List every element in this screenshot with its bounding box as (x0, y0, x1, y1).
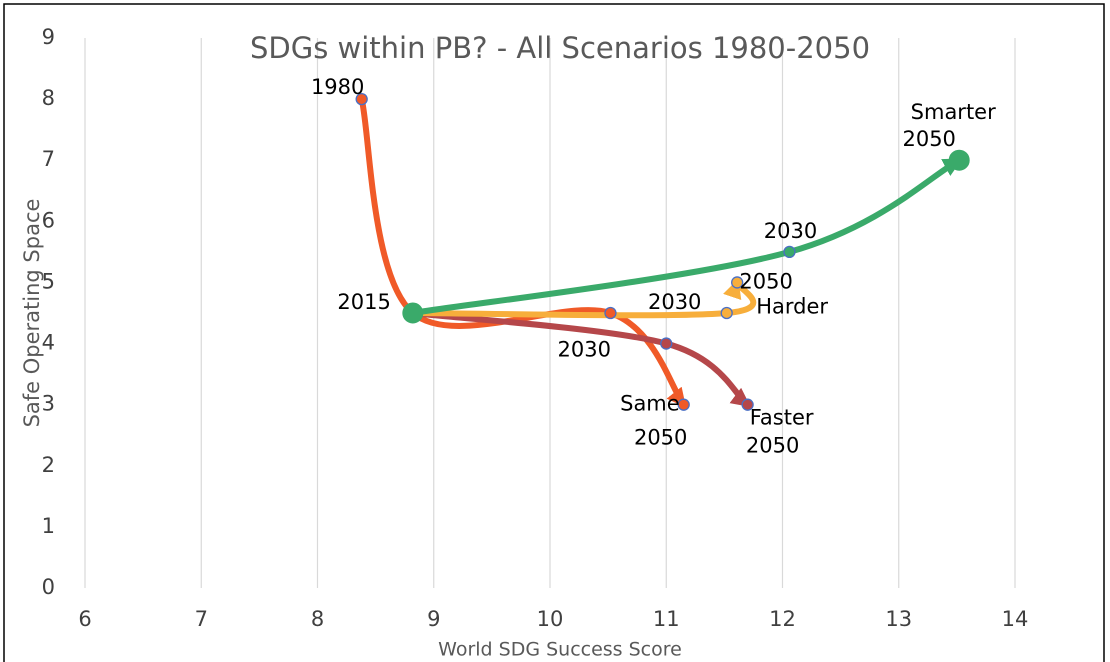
chart-frame (3, 3, 1105, 662)
x-tick-label: 10 (537, 607, 564, 631)
chart-title: SDGs within PB? - All Scenarios 1980-205… (250, 31, 870, 65)
y-tick-label: 0 (42, 575, 55, 599)
point-label: 2030 (558, 338, 611, 362)
series-line (358, 96, 687, 408)
data-point (604, 306, 617, 320)
y-tick-label: 9 (42, 25, 55, 49)
point-label: 2015 (337, 290, 390, 314)
data-point (731, 276, 744, 289)
y-tick-label: 3 (42, 392, 55, 416)
point-label: 1980 (311, 75, 364, 99)
x-tick-label: 7 (195, 607, 208, 631)
point-label: Smarter (911, 100, 996, 124)
y-tick-label: 2 (42, 453, 55, 477)
x-axis-title: World SDG Success Score (438, 639, 682, 661)
data-point (741, 398, 754, 411)
data-point (660, 337, 673, 350)
point-label: 2050 (902, 127, 955, 151)
data-point (783, 245, 796, 259)
y-tick-label: 4 (42, 331, 55, 355)
data-point (402, 302, 424, 324)
point-label: 2050 (739, 269, 792, 293)
series-line (409, 278, 757, 319)
x-tick-label: 6 (78, 607, 91, 631)
point-label: 2030 (764, 219, 817, 243)
data-point (948, 149, 970, 171)
x-tick-label: 8 (311, 607, 324, 631)
point-label: 2050 (634, 426, 687, 450)
x-tick-label: 13 (885, 607, 912, 631)
point-label: 2050 (746, 434, 799, 458)
series-line (409, 157, 963, 316)
data-point (720, 306, 733, 320)
y-tick-label: 8 (42, 86, 55, 110)
point-label: Same (620, 392, 680, 416)
x-tick-label: 11 (653, 607, 680, 631)
y-tick-label: 1 (42, 514, 55, 538)
x-tick-label: 14 (1002, 607, 1029, 631)
point-label: Harder (756, 294, 828, 318)
x-tick-label: 12 (769, 607, 796, 631)
y-axis-title: Safe Operating Space (20, 199, 44, 428)
y-tick-label: 5 (42, 269, 55, 293)
data-point (677, 398, 690, 411)
series-line (409, 310, 751, 408)
x-tick-label: 9 (427, 607, 440, 631)
y-tick-label: 7 (42, 147, 55, 171)
data-point (355, 92, 368, 106)
point-label: Faster (750, 406, 814, 430)
y-tick-label: 6 (42, 208, 55, 232)
point-label: 2030 (648, 290, 701, 314)
